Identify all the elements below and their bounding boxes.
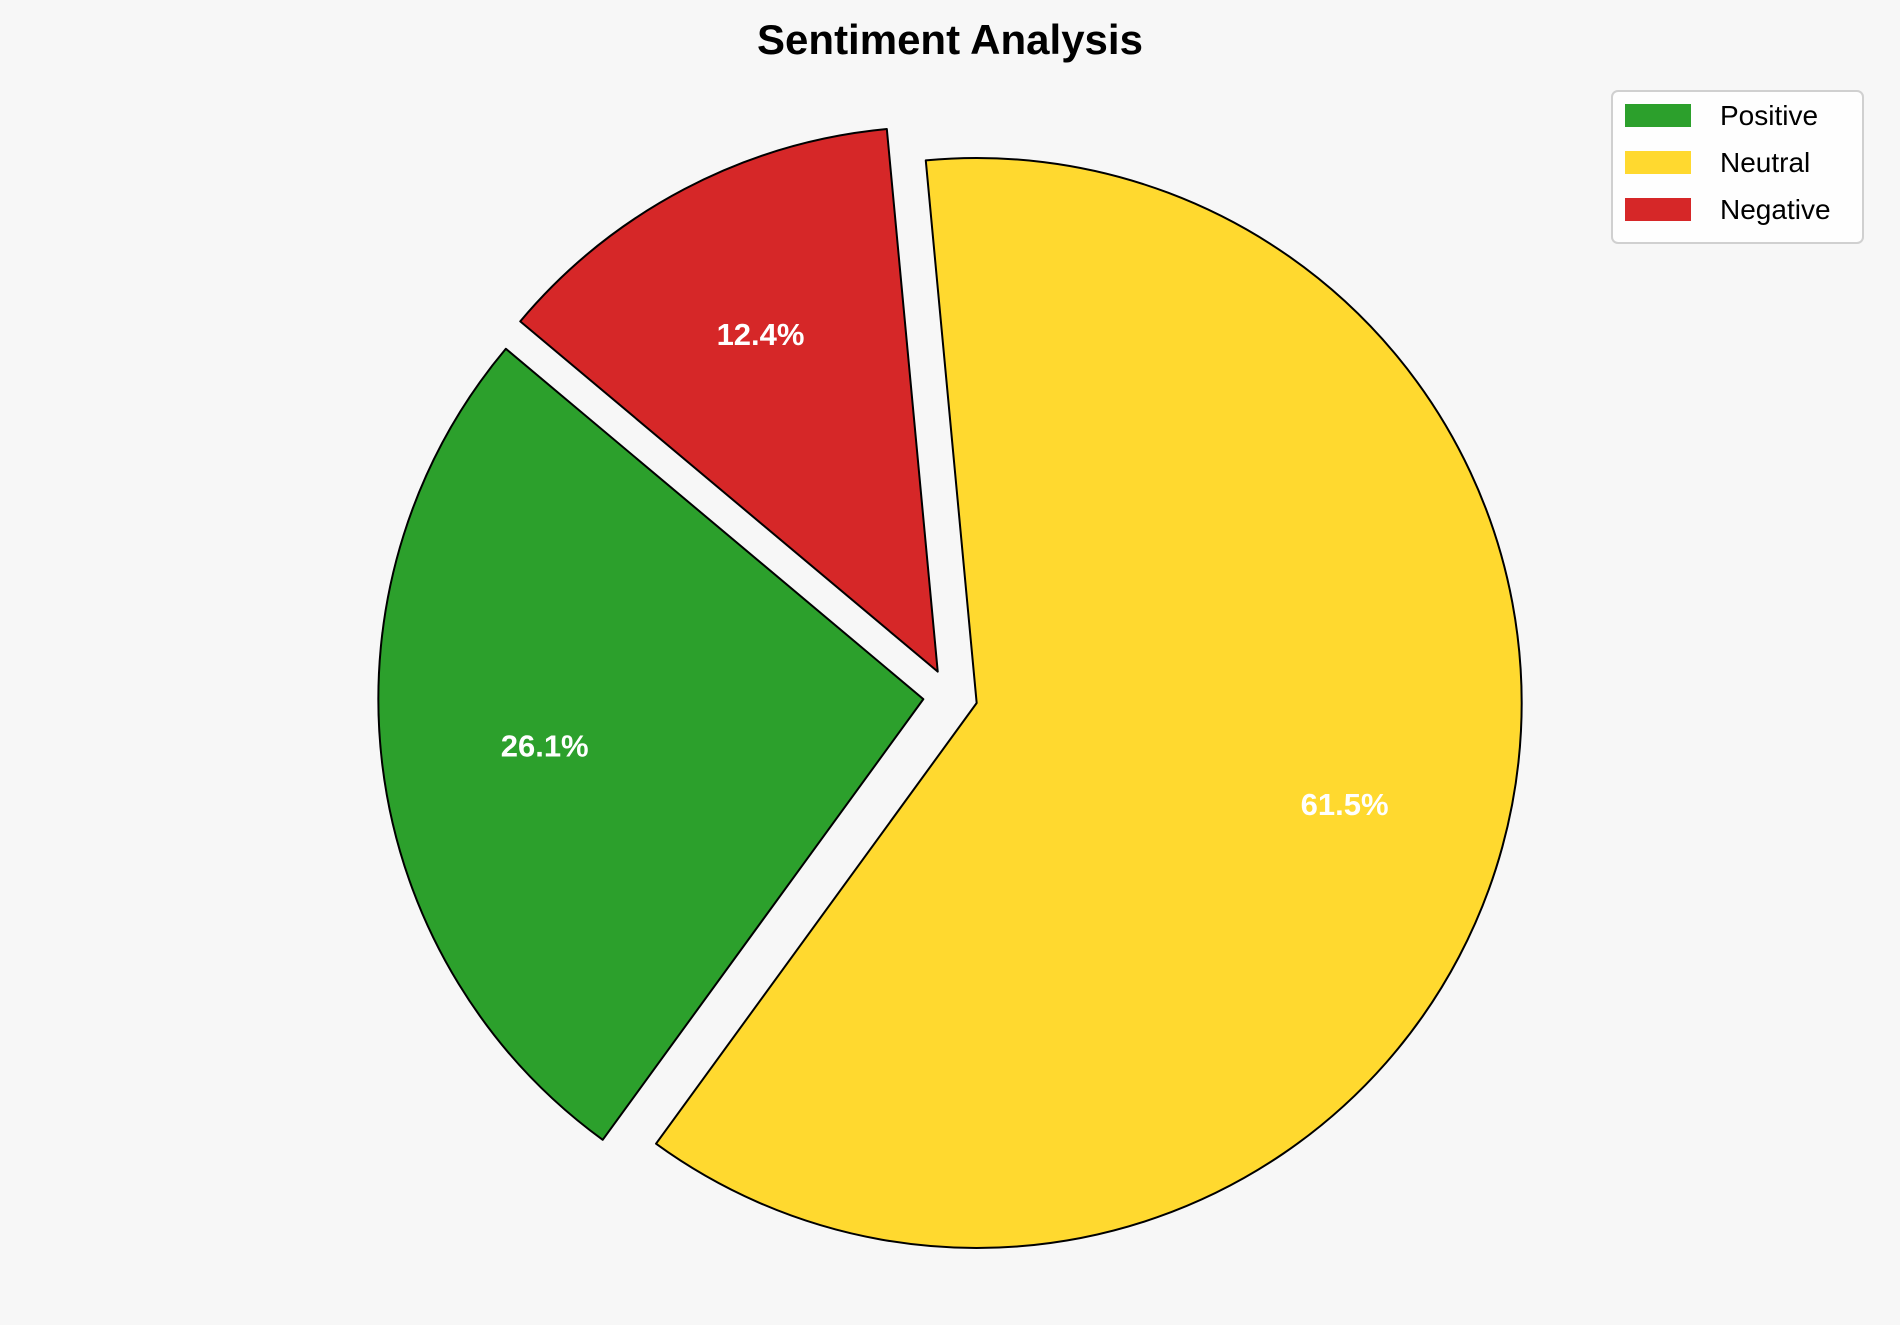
chart-title: Sentiment Analysis xyxy=(757,16,1143,63)
legend-swatch-positive xyxy=(1625,104,1691,127)
legend-swatch-neutral xyxy=(1625,151,1691,174)
slice-negative xyxy=(519,128,939,673)
pct-label-neutral: 61.5% xyxy=(1301,787,1389,822)
pct-label-positive: 26.1% xyxy=(501,728,589,763)
pct-label-negative: 12.4% xyxy=(717,317,805,352)
slice-positive xyxy=(377,347,925,1141)
legend: Positive Neutral Negative xyxy=(1611,90,1864,244)
legend-label-negative: Negative xyxy=(1720,194,1831,225)
slice-neutral xyxy=(655,157,1523,1249)
legend-swatch-negative xyxy=(1625,198,1691,221)
legend-label-neutral: Neutral xyxy=(1720,147,1810,178)
legend-label-positive: Positive xyxy=(1720,100,1818,131)
